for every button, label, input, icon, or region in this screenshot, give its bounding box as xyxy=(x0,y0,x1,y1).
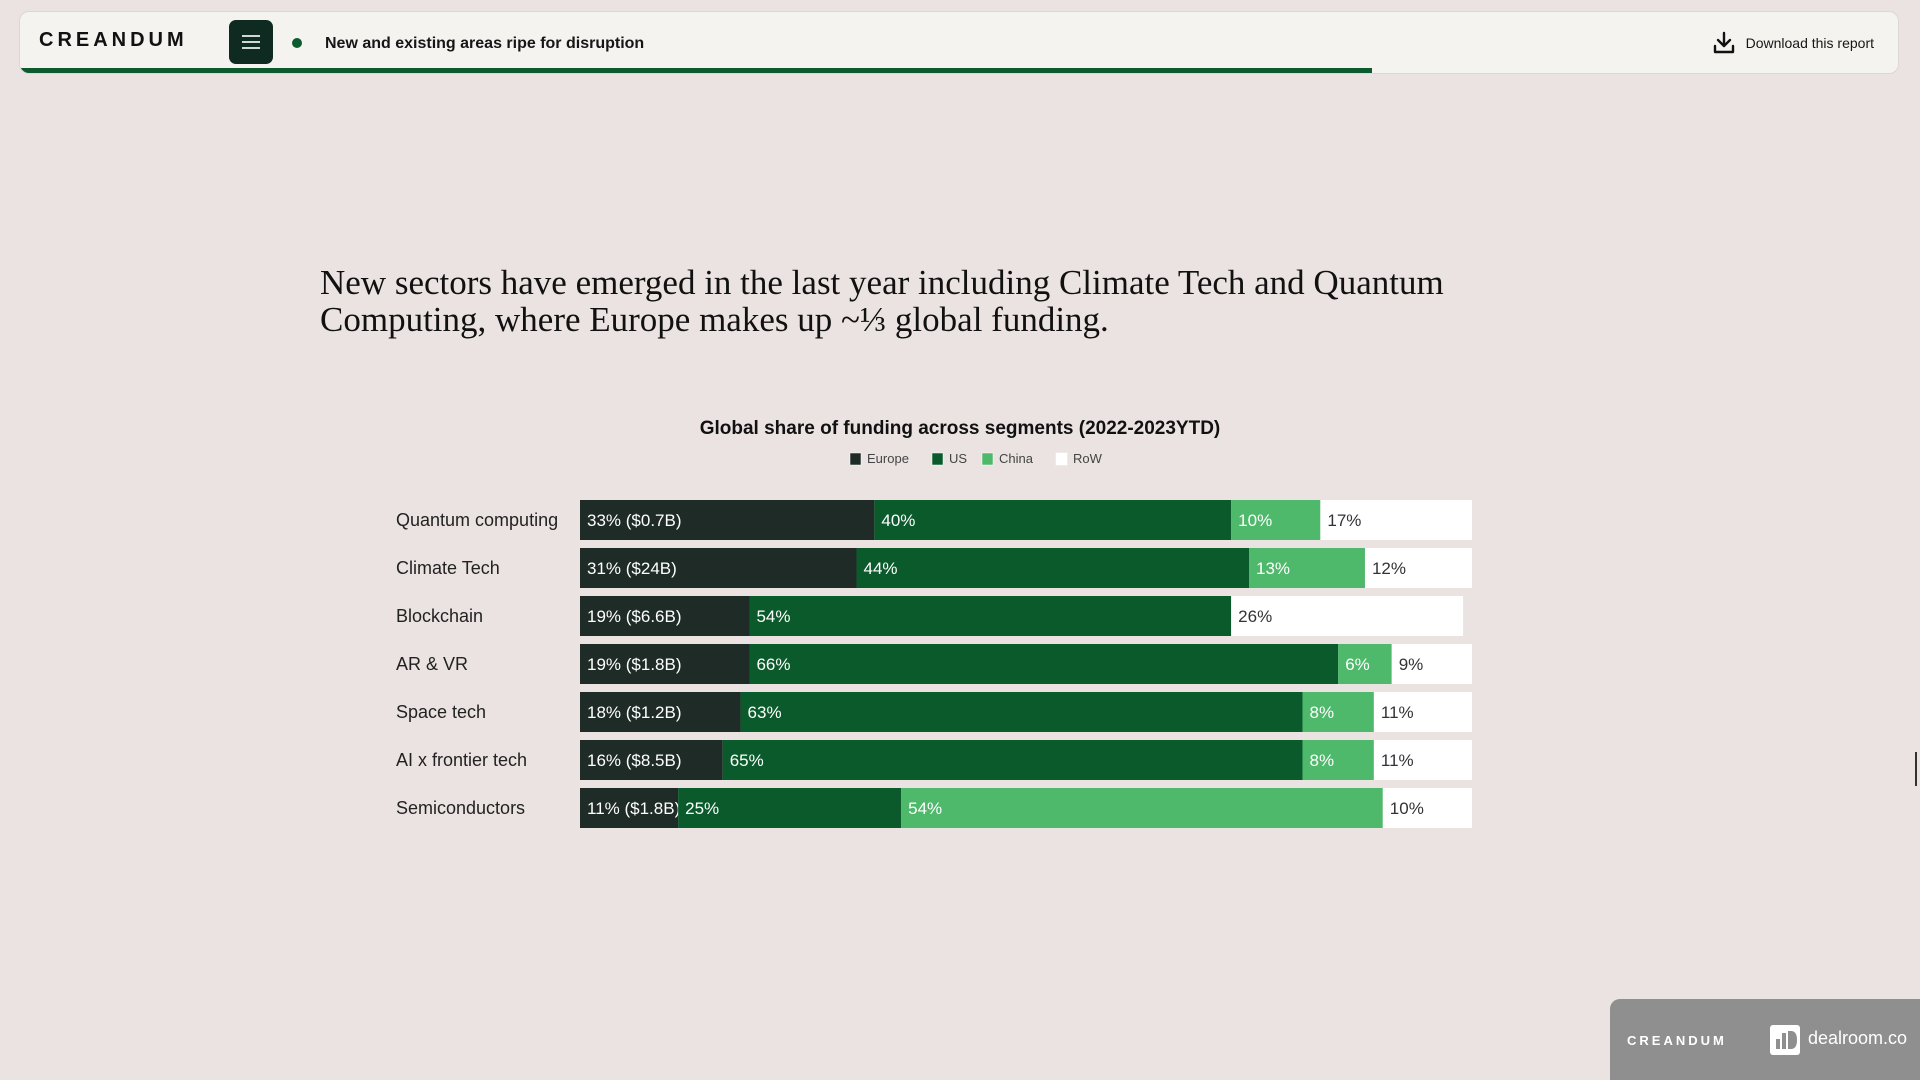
page-headline: New sectors have emerged in the last yea… xyxy=(320,263,1444,339)
section-indicator-dot xyxy=(292,38,302,48)
top-navigation-bar: CREANDUM New and existing areas ripe for… xyxy=(19,11,1899,74)
bar-semiconductors-row xyxy=(1382,788,1472,828)
bar-ar-vr-us xyxy=(749,644,1339,684)
data-label-ar-vr-china: 6% xyxy=(1345,655,1370,674)
data-label-space-tech-china: 8% xyxy=(1310,703,1335,722)
dealroom-logo-text: dealroom.co xyxy=(1808,1028,1908,1048)
category-label-climate-tech: Climate Tech xyxy=(396,558,500,578)
download-label: Download this report xyxy=(1745,35,1874,51)
data-label-space-tech-row: 11% xyxy=(1381,703,1414,722)
data-label-semiconductors-us: 25% xyxy=(685,799,719,818)
bar-climate-tech-row xyxy=(1364,548,1472,588)
creandum-logo[interactable]: CREANDUM xyxy=(39,29,188,51)
section-title: New and existing areas ripe for disrupti… xyxy=(325,35,645,52)
bar-ar-vr-europe xyxy=(580,644,750,684)
bar-blockchain-row xyxy=(1231,596,1464,636)
legend-swatch-row xyxy=(1055,452,1068,466)
data-label-quantum-computing-china: 10% xyxy=(1238,511,1272,530)
data-label-ai-x-frontier-tech-row: 11% xyxy=(1381,751,1414,770)
download-report-button[interactable]: Download this report xyxy=(1712,31,1874,55)
legend-label-china: China xyxy=(999,451,1034,466)
bar-ar-vr-row xyxy=(1391,644,1472,684)
category-label-ar-vr: AR & VR xyxy=(396,654,468,674)
category-label-quantum-computing: Quantum computing xyxy=(396,510,558,530)
legend-swatch-china xyxy=(981,452,994,466)
data-label-semiconductors-row: 10% xyxy=(1390,799,1424,818)
legend-label-us: US xyxy=(949,451,967,466)
data-label-semiconductors-europe: 11% ($1.8B) xyxy=(587,799,680,818)
bar-space-tech-us xyxy=(740,692,1303,732)
bar-semiconductors-us xyxy=(678,788,902,828)
footer-creandum-logo: CREANDUM xyxy=(1627,1033,1727,1048)
category-label-semiconductors: Semiconductors xyxy=(396,798,525,818)
category-label-blockchain: Blockchain xyxy=(396,606,483,626)
scrollbar-thumb[interactable] xyxy=(1915,752,1917,786)
bar-semiconductors-europe xyxy=(580,788,679,828)
legend-label-row: RoW xyxy=(1073,451,1103,466)
data-label-quantum-computing-europe: 33% ($0.7B) xyxy=(587,511,682,530)
bar-blockchain-europe xyxy=(580,596,750,636)
bar-quantum-computing-europe xyxy=(580,500,875,540)
dealroom-logo-icon xyxy=(1770,1025,1800,1055)
bar-space-tech-china xyxy=(1302,692,1374,732)
data-label-quantum-computing-row: 17% xyxy=(1327,511,1361,530)
bar-space-tech-row xyxy=(1373,692,1472,732)
bar-quantum-computing-china xyxy=(1231,500,1321,540)
data-label-ai-x-frontier-tech-china: 8% xyxy=(1310,751,1335,770)
bar-ar-vr-china xyxy=(1338,644,1392,684)
menu-button[interactable] xyxy=(229,20,273,64)
category-label-space-tech: Space tech xyxy=(396,702,486,722)
download-icon xyxy=(1713,31,1734,54)
bar-climate-tech-us xyxy=(856,548,1249,588)
data-label-climate-tech-europe: 31% ($24B) xyxy=(587,559,677,578)
bar-ai-x-frontier-tech-row xyxy=(1373,740,1472,780)
data-label-blockchain-europe: 19% ($6.6B) xyxy=(587,607,682,626)
data-label-climate-tech-us: 44% xyxy=(864,559,898,578)
data-label-climate-tech-china: 13% xyxy=(1256,559,1290,578)
data-label-semiconductors-china: 54% xyxy=(908,799,942,818)
bar-blockchain-us xyxy=(749,596,1232,636)
bar-quantum-computing-us xyxy=(874,500,1232,540)
bar-ai-x-frontier-tech-us xyxy=(722,740,1303,780)
chart-title: Global share of funding across segments … xyxy=(700,418,1221,439)
chart-legend: Europe US China RoW xyxy=(849,451,1103,466)
data-label-ai-x-frontier-tech-europe: 16% ($8.5B) xyxy=(587,751,682,770)
bar-space-tech-europe xyxy=(580,692,741,732)
legend-swatch-europe xyxy=(849,452,862,466)
bar-ai-x-frontier-tech-europe xyxy=(580,740,723,780)
data-label-ar-vr-europe: 19% ($1.8B) xyxy=(587,655,682,674)
legend-label-europe: Europe xyxy=(867,451,909,466)
category-label-ai-x-frontier-tech: AI x frontier tech xyxy=(396,750,527,770)
chart-bars: Quantum computing 33% ($0.7B) 40% 10% 17% Cli… xyxy=(396,500,1472,828)
legend-swatch-us xyxy=(931,452,944,466)
bar-climate-tech-europe xyxy=(580,548,857,588)
data-label-blockchain-us: 54% xyxy=(756,607,790,626)
data-label-space-tech-europe: 18% ($1.2B) xyxy=(587,703,682,722)
data-label-quantum-computing-us: 40% xyxy=(881,511,915,530)
menu-icon-line xyxy=(242,41,260,43)
bar-semiconductors-china xyxy=(901,788,1383,828)
menu-icon xyxy=(242,35,260,37)
data-label-ai-x-frontier-tech-us: 65% xyxy=(730,751,764,770)
data-label-blockchain-row: 26% xyxy=(1238,607,1272,626)
reading-progress-bar xyxy=(20,68,1373,73)
bar-quantum-computing-row xyxy=(1320,500,1472,540)
data-label-ar-vr-row: 9% xyxy=(1399,655,1424,674)
bar-ai-x-frontier-tech-china xyxy=(1302,740,1374,780)
data-label-ar-vr-us: 66% xyxy=(756,655,790,674)
data-label-climate-tech-row: 12% xyxy=(1372,559,1406,578)
footer-brand-card: CREANDUM dealroom.co xyxy=(1610,999,1920,1080)
menu-icon-line xyxy=(242,47,260,49)
data-label-space-tech-us: 63% xyxy=(748,703,782,722)
bar-climate-tech-china xyxy=(1249,548,1365,588)
